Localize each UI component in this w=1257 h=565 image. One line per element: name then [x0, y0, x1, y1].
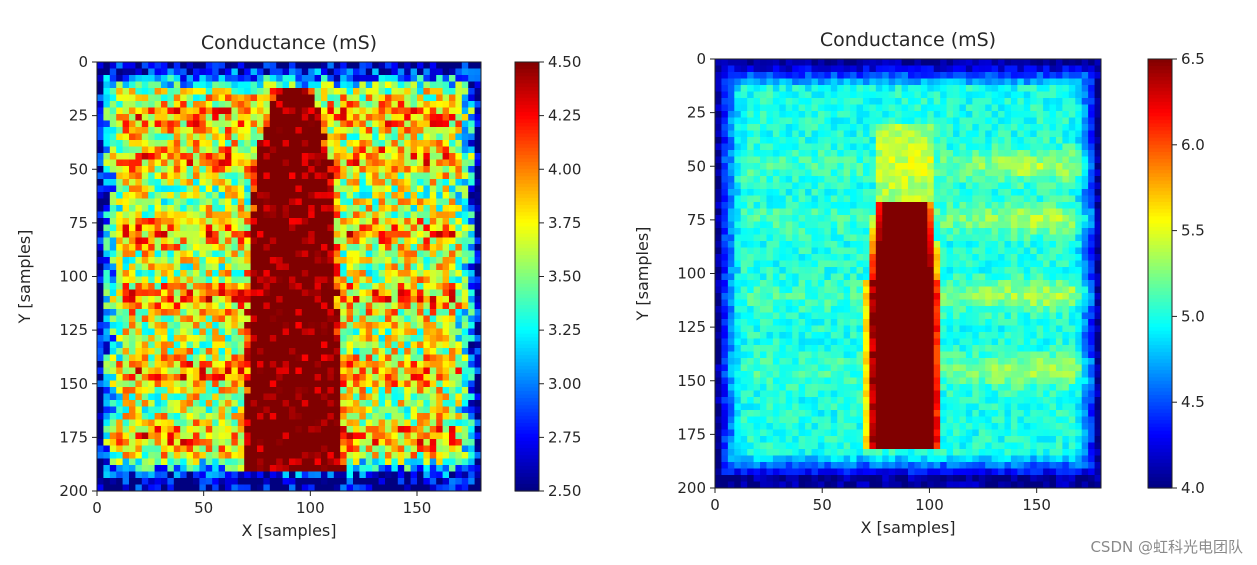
y-tick-label: 175 — [677, 425, 706, 443]
y-tick-label: 0 — [78, 53, 88, 71]
colorbar-tick-label: 6.0 — [1181, 136, 1205, 154]
y-tick-label: 75 — [687, 211, 706, 229]
colorbar: 2.50 2.75 3.00 3.25 3.50 3.75 4.00 4.25 4.50 — [514, 53, 581, 500]
x-tick-label: 0 — [710, 496, 720, 514]
colorbar-tick-label: 5.5 — [1181, 222, 1205, 240]
colorbar-tick-label: 3.75 — [548, 214, 581, 232]
colorbar-tick-label: 2.50 — [548, 482, 581, 500]
colorbar-tick-label: 4.0 — [1181, 479, 1205, 497]
colorbar-tick-label: 3.50 — [548, 268, 581, 286]
colorbar-tick-label: 6.5 — [1181, 50, 1205, 68]
x-tick-label: 150 — [403, 499, 432, 517]
chart-1: 0 50 100 150 0 25 50 75 100 125 150 175 200 Conductan… — [15, 32, 581, 540]
y-tick-label: 200 — [677, 479, 706, 497]
x-tick-label: 50 — [813, 496, 832, 514]
y-tick-label: 25 — [69, 107, 88, 125]
y-tick-label: 125 — [59, 321, 88, 339]
x-tick-label: 100 — [915, 496, 944, 514]
colorbar: 4.0 4.5 5.0 5.5 6.0 6.5 — [1147, 50, 1205, 497]
heatmap-image — [715, 59, 1102, 489]
colorbar-tick-label: 2.75 — [548, 428, 581, 446]
chart-title: Conductance (mS) — [820, 29, 996, 51]
x-axis-label: X [samples] — [860, 518, 955, 537]
colorbar-tick-label: 4.00 — [548, 160, 581, 178]
colorbar-tick-label: 4.25 — [548, 107, 581, 125]
chart-2: 0 50 100 150 0 25 50 75 100 125 150 175 200 Conductan… — [633, 29, 1205, 537]
x-axis-label: X [samples] — [241, 521, 336, 540]
y-tick-label: 0 — [696, 50, 706, 68]
y-tick-label: 100 — [59, 268, 88, 286]
y-tick-label: 50 — [687, 157, 706, 175]
y-axis-label: Y [samples] — [633, 227, 652, 322]
colorbar-tick-label: 4.5 — [1181, 393, 1205, 411]
colorbar-tick-label: 4.50 — [548, 53, 581, 71]
x-tick-label: 100 — [296, 499, 325, 517]
x-tick-label: 150 — [1022, 496, 1051, 514]
chart-title: Conductance (mS) — [201, 32, 377, 54]
y-tick-label: 125 — [677, 318, 706, 336]
x-tick-label: 0 — [92, 499, 102, 517]
heatmap-image — [97, 62, 482, 492]
y-tick-label: 150 — [677, 372, 706, 390]
y-tick-label: 200 — [59, 482, 88, 500]
x-tick-label: 50 — [194, 499, 213, 517]
colorbar-tick-label: 3.25 — [548, 321, 581, 339]
colorbar-tick-label: 3.00 — [548, 375, 581, 393]
y-tick-label: 50 — [69, 160, 88, 178]
colorbar-frame — [1147, 58, 1173, 489]
y-tick-label: 75 — [69, 214, 88, 232]
y-tick-label: 175 — [59, 428, 88, 446]
y-tick-label: 150 — [59, 375, 88, 393]
y-axis-label: Y [samples] — [15, 230, 34, 325]
watermark-text: CSDN @虹科光电团队 — [1090, 538, 1243, 556]
y-tick-label: 25 — [687, 104, 706, 122]
y-tick-label: 100 — [677, 265, 706, 283]
colorbar-tick-label: 5.0 — [1181, 307, 1205, 325]
